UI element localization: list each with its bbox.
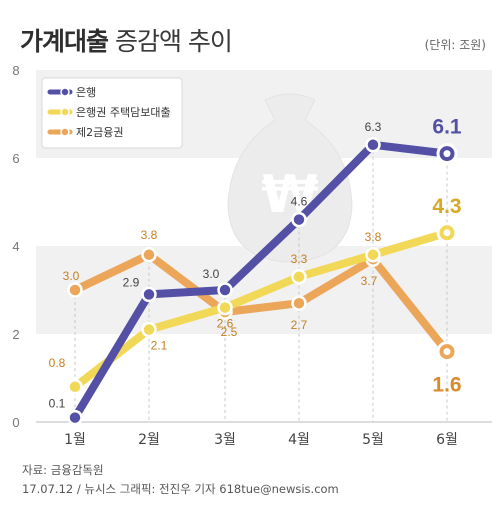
y-tick-label: 2 — [12, 327, 19, 342]
data-label: 4.6 — [291, 195, 308, 209]
series-line — [71, 228, 451, 391]
data-point — [291, 211, 307, 228]
data-point — [291, 295, 307, 311]
data-label: 2.1 — [151, 339, 168, 353]
series-line — [71, 250, 451, 356]
y-tick-label: 4 — [12, 239, 19, 254]
data-label: 3.8 — [365, 230, 382, 244]
data-point — [365, 247, 381, 263]
data-label: 2.7 — [291, 318, 308, 332]
data-label: 6.1 — [432, 116, 462, 139]
data-point-center — [443, 150, 451, 158]
legend-marker — [60, 87, 70, 97]
data-point-center — [443, 348, 451, 356]
legend-label: 은행 — [76, 86, 96, 99]
data-label: 0.8 — [49, 356, 66, 370]
data-label: 3.0 — [203, 267, 220, 281]
data-point — [67, 282, 83, 298]
title-light: 증감액 추이 — [114, 27, 233, 56]
data-label: 3.3 — [291, 252, 308, 266]
data-label: 1.6 — [432, 374, 461, 397]
x-tick-label: 6월 — [436, 432, 458, 448]
data-point — [141, 286, 157, 303]
x-tick-label: 3월 — [214, 432, 236, 448]
legend-box — [41, 77, 183, 149]
data-label: 6.3 — [365, 120, 382, 134]
legend-marker — [60, 127, 70, 137]
x-tick-label: 5월 — [362, 432, 384, 448]
data-label: 2.6 — [217, 317, 234, 331]
data-point — [291, 269, 307, 285]
data-label: 2.5 — [221, 325, 238, 339]
chart-title: 가계대출 증감액 추이 — [20, 22, 233, 58]
legend-label: 제2금융권 — [76, 126, 123, 139]
y-tick-label: 0 — [12, 415, 19, 430]
data-point — [67, 409, 83, 426]
money-bag-icon — [227, 93, 353, 263]
x-tick-label: 4월 — [288, 432, 310, 448]
legend-label: 은행권 주택담보대출 — [76, 106, 171, 119]
data-point — [141, 321, 157, 338]
data-point-center — [443, 229, 451, 237]
data-label: 0.1 — [49, 397, 66, 411]
title-bold: 가계대출 — [20, 27, 109, 56]
data-point — [217, 299, 233, 316]
data-label: 2.9 — [123, 275, 140, 289]
data-label: 3.0 — [63, 269, 80, 283]
x-tick-label: 2월 — [138, 432, 160, 448]
credit-text: 17.07.12 / 뉴시스 그래픽: 전진우 기자 618tue@newsis… — [22, 482, 339, 496]
data-point — [67, 379, 83, 395]
data-point — [365, 137, 381, 153]
data-label: 3.8 — [141, 228, 158, 242]
x-tick-label: 1월 — [64, 432, 86, 448]
source-text: 자료: 금융감독원 — [22, 463, 104, 477]
legend-marker — [60, 107, 70, 117]
y-tick-label: 6 — [12, 151, 19, 166]
data-label: 4.3 — [432, 195, 461, 218]
unit-label: (단위: 조원) — [424, 38, 486, 52]
y-tick-label: 8 — [12, 63, 19, 78]
series-line — [71, 140, 451, 422]
data-point — [217, 282, 233, 298]
data-label: 3.7 — [361, 274, 378, 288]
data-point — [141, 247, 157, 263]
